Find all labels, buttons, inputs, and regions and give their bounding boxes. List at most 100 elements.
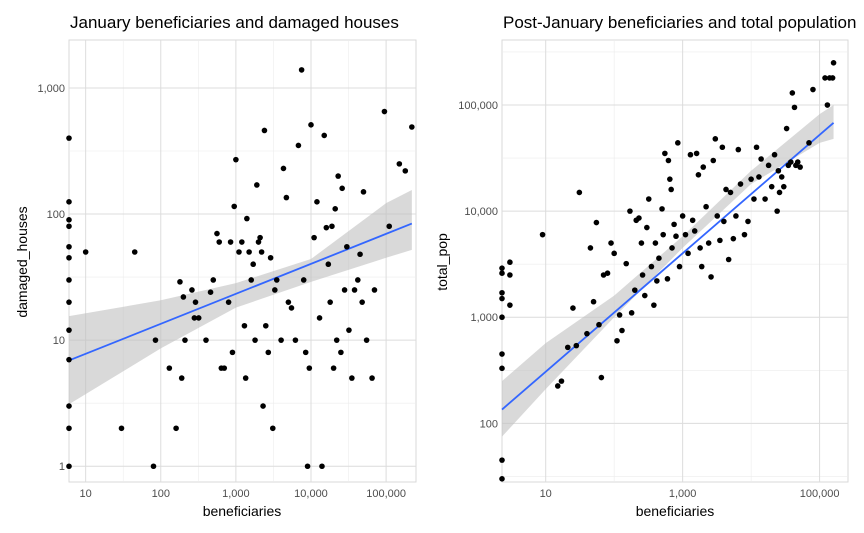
right-data-point xyxy=(499,265,505,271)
left-data-point xyxy=(329,223,335,230)
right-data-point xyxy=(539,231,546,238)
right-data-point xyxy=(654,278,660,284)
left-data-point xyxy=(227,239,234,245)
left-data-point xyxy=(265,349,272,356)
left-data-point xyxy=(396,161,403,167)
right-data-point xyxy=(499,365,505,372)
left-data-point xyxy=(254,182,260,188)
left-data-point xyxy=(131,249,138,255)
chart-left-x-ticks: 10 100 1,000 10,000 100,000 xyxy=(80,488,406,500)
left-data-point xyxy=(66,217,72,223)
chart-right: Post-January beneficiaries and total pop… xyxy=(434,13,856,519)
right-data-point xyxy=(652,240,659,246)
left-data-point xyxy=(150,463,157,470)
right-data-point xyxy=(596,321,602,328)
right-data-point xyxy=(631,287,638,293)
left-data-point xyxy=(66,199,72,205)
right-data-point xyxy=(668,186,674,193)
right-data-point xyxy=(721,218,727,225)
left-confidence-band xyxy=(69,190,412,405)
left-data-point xyxy=(191,315,198,321)
right-data-point xyxy=(712,136,719,142)
right-data-point xyxy=(762,196,768,202)
right-data-point xyxy=(667,176,673,182)
left-data-point xyxy=(332,206,339,212)
left-data-point xyxy=(306,365,313,371)
left-y-tick-label: 1,000 xyxy=(37,83,65,95)
left-data-point xyxy=(298,67,305,73)
right-data-point xyxy=(710,157,717,164)
left-data-point xyxy=(280,165,287,172)
chart-left-band xyxy=(69,190,412,405)
right-data-point xyxy=(783,125,790,132)
left-data-point xyxy=(359,299,365,305)
left-data-point xyxy=(285,299,292,305)
right-data-point xyxy=(733,213,739,219)
right-data-point xyxy=(564,344,571,351)
right-data-point xyxy=(687,151,694,158)
right-data-point xyxy=(614,337,620,344)
left-data-point xyxy=(66,277,72,283)
left-data-point xyxy=(82,249,89,255)
left-data-point xyxy=(346,327,352,333)
right-data-point xyxy=(638,240,645,246)
left-data-point xyxy=(66,403,72,409)
chart-right-title: Post-January beneficiaries and total pop… xyxy=(503,13,856,32)
left-data-point xyxy=(236,249,242,255)
left-data-point xyxy=(308,122,314,128)
right-data-point xyxy=(573,342,580,349)
right-data-point xyxy=(590,298,597,305)
right-data-point xyxy=(735,146,742,153)
left-data-point xyxy=(246,249,252,255)
right-data-point xyxy=(604,270,611,277)
right-data-point xyxy=(576,189,583,196)
right-data-point xyxy=(558,378,565,384)
left-data-point xyxy=(180,294,187,300)
chart-right-y-axis-title: total_pop xyxy=(434,233,450,291)
left-data-point xyxy=(244,215,250,222)
left-data-point xyxy=(252,337,258,343)
chart-left-y-ticks: 1 10 100 1,000 xyxy=(37,83,65,473)
right-data-point xyxy=(758,156,764,162)
right-data-point xyxy=(584,330,590,337)
left-data-point xyxy=(239,239,245,245)
right-data-point xyxy=(665,157,672,164)
left-data-point xyxy=(272,287,278,293)
right-data-point xyxy=(697,245,703,251)
chart-left-title: January beneficiaries and damaged houses xyxy=(70,13,399,32)
right-data-point xyxy=(664,276,671,282)
right-data-point xyxy=(788,159,794,165)
right-data-point xyxy=(587,245,594,251)
left-x-tick-label: 10,000 xyxy=(294,488,328,500)
right-x-tick-label: 100,000 xyxy=(800,488,840,500)
left-data-point xyxy=(339,185,345,192)
right-data-point xyxy=(695,171,702,178)
right-data-point xyxy=(499,289,505,296)
right-x-tick-label: 1,000 xyxy=(669,488,697,500)
left-data-point xyxy=(66,254,72,261)
right-data-point xyxy=(776,189,783,196)
right-data-point xyxy=(780,183,787,190)
right-data-point xyxy=(829,75,836,81)
right-data-point xyxy=(737,181,744,187)
left-data-point xyxy=(118,425,125,432)
right-data-point xyxy=(499,457,505,463)
right-data-point xyxy=(774,208,780,214)
right-data-point xyxy=(507,302,513,308)
right-data-point xyxy=(748,176,754,182)
left-data-point xyxy=(371,287,378,293)
right-data-point xyxy=(797,164,803,170)
left-data-point xyxy=(261,127,268,134)
right-data-point xyxy=(768,183,775,190)
left-data-point xyxy=(283,194,290,201)
left-data-point xyxy=(409,124,415,130)
right-data-point xyxy=(741,231,748,238)
left-data-point xyxy=(177,279,183,285)
left-data-point xyxy=(260,403,266,409)
right-data-point xyxy=(685,250,691,257)
left-data-point xyxy=(250,261,256,268)
left-data-point xyxy=(214,230,220,237)
left-data-point xyxy=(248,277,255,283)
right-data-point xyxy=(499,314,505,321)
